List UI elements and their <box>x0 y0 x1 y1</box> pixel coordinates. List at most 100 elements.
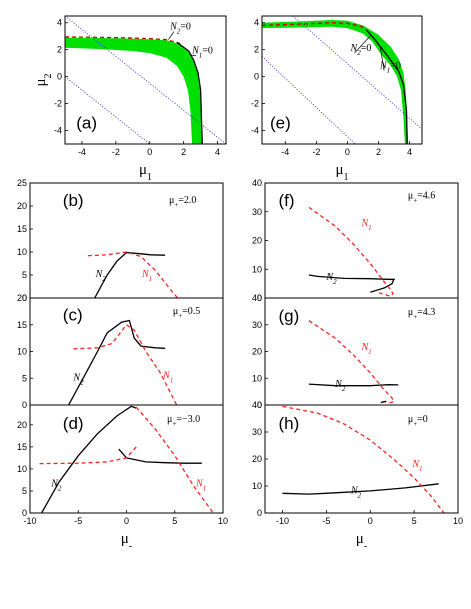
annotation-arrow <box>379 45 385 71</box>
curve-label: N1 <box>195 479 206 493</box>
x-tick-label: 0 <box>124 516 129 526</box>
y-tick-label: 20 <box>252 347 262 357</box>
panel-h: -10 -5 0 5 10 0 10 20 30 40 (h) μ+=0 N2 N1 μ- <box>252 400 463 552</box>
series-line-0 <box>308 383 399 387</box>
series-line-1 <box>282 405 445 513</box>
plot-area <box>68 319 178 405</box>
curve-label: N2 <box>72 372 84 386</box>
mu-plus-label: μ+=4.3 <box>408 307 435 321</box>
plot-frame <box>261 15 423 145</box>
curve-label: N2 <box>350 486 362 500</box>
panel-label: (b) <box>63 191 84 210</box>
y-tick-label: 40 <box>252 400 262 410</box>
y-tick-label: 2 <box>57 45 62 55</box>
x-tick-label: 2 <box>376 147 381 157</box>
y-tick-label: 10 <box>252 264 262 274</box>
plot-area <box>308 320 399 404</box>
plot-area <box>308 206 395 297</box>
y-tick-label: 0 <box>257 508 262 518</box>
series-line-1 <box>370 278 395 293</box>
y-axis-label: μ2 <box>33 73 54 86</box>
x-tick-label: 4 <box>407 147 412 157</box>
mu-plus-label: μ+=0.5 <box>173 306 200 320</box>
series-line-2 <box>39 446 137 465</box>
y-tick-label: 5 <box>22 373 27 383</box>
curve-label: N1 <box>361 342 372 356</box>
series-line-3 <box>65 16 226 144</box>
series-line-3 <box>292 16 422 130</box>
panel-f: 0 10 20 30 40 (f) μ+=4.6 N2 N1 <box>252 178 459 303</box>
series-line-1 <box>176 41 203 144</box>
series-line-2 <box>262 56 356 144</box>
annotation-label: N1=0 <box>191 46 213 60</box>
y-tick-label: 4 <box>57 18 62 28</box>
annotation-arrow <box>354 35 371 54</box>
y-tick-label: 0 <box>257 293 262 303</box>
panel-a: -4 -2 0 2 4 -4 -2 0 2 4 (a) N2=0N1=0 μ1 μ2 <box>33 15 227 183</box>
panel-label: (c) <box>63 305 83 324</box>
series-line-0 <box>282 483 439 495</box>
y-tick-label: 10 <box>17 464 27 474</box>
y-tick-label: 20 <box>252 454 262 464</box>
series-line-1 <box>308 320 395 404</box>
y-tick-label: 0 <box>22 400 27 410</box>
annotation-label: N1=0 <box>379 61 401 75</box>
x-axis-label: μ- <box>121 531 132 552</box>
curve-label: N1 <box>162 370 173 384</box>
y-tick-label: 5 <box>22 270 27 280</box>
curve-label: N1 <box>361 218 372 232</box>
series-line-2 <box>65 76 150 144</box>
y-tick-label: 40 <box>252 293 262 303</box>
y-tick-label: 25 <box>17 178 27 188</box>
x-tick-label: 10 <box>453 516 463 526</box>
x-tick-label: -10 <box>23 516 36 526</box>
y-tick-label: 30 <box>252 320 262 330</box>
y-tick-label: 0 <box>22 508 27 518</box>
y-tick-label: 5 <box>22 486 27 496</box>
y-tick-label: 15 <box>17 442 27 452</box>
panel-label: (g) <box>279 307 300 326</box>
annotation-label: N2=0 <box>169 21 191 35</box>
x-axis-label: μ1 <box>335 162 348 183</box>
panel-label: (h) <box>279 414 300 433</box>
series-line-2 <box>308 206 395 297</box>
y-tick-label: -4 <box>251 126 259 136</box>
panel-label: (a) <box>76 114 97 133</box>
x-tick-label: 4 <box>215 147 220 157</box>
curve-label: N1 <box>411 459 422 473</box>
y-tick-label: 2 <box>254 45 259 55</box>
x-tick-label: -4 <box>281 147 289 157</box>
y-tick-label: 20 <box>17 201 27 211</box>
x-tick-label: 5 <box>172 516 177 526</box>
panel-g: 0 10 20 30 40 (g) μ+=4.3 N2 N1 <box>252 293 459 410</box>
x-tick-label: -5 <box>74 516 82 526</box>
y-tick-label: -2 <box>54 99 62 109</box>
annotation-arrow <box>168 31 175 40</box>
mu-plus-label: μ+=0 <box>408 414 428 428</box>
series-line-0 <box>65 36 181 45</box>
x-tick-label: 0 <box>368 516 373 526</box>
y-tick-label: 4 <box>254 18 259 28</box>
panel-label: (d) <box>63 414 84 433</box>
y-tick-label: 20 <box>17 293 27 303</box>
y-tick-label: -4 <box>54 126 62 136</box>
y-tick-label: 0 <box>254 72 259 82</box>
plot-area <box>39 405 214 513</box>
x-tick-label: -4 <box>78 147 86 157</box>
curve-label: N1 <box>141 269 152 283</box>
y-tick-label: 40 <box>252 178 262 188</box>
plot-area <box>282 405 445 513</box>
y-tick-label: 20 <box>252 236 262 246</box>
plot-frame <box>64 15 227 145</box>
x-axis-label: μ1 <box>139 162 152 183</box>
y-tick-label: 10 <box>252 373 262 383</box>
series-line-0 <box>68 319 166 405</box>
curve-label: N2 <box>50 479 62 493</box>
x-tick-label: 5 <box>412 516 417 526</box>
panel-label: (f) <box>279 191 295 210</box>
panel-b: 0 5 10 15 20 25 (b) μ+=2.0 N2 N1 <box>17 178 224 303</box>
series-line-0 <box>308 274 395 280</box>
x-tick-label: 10 <box>218 516 228 526</box>
curve-label: N2 <box>95 269 107 283</box>
